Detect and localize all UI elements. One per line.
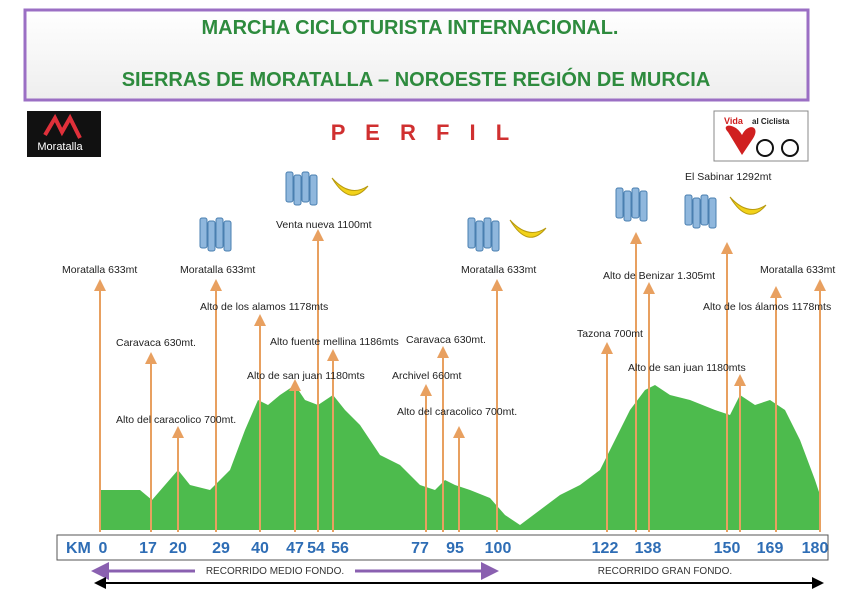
km-label: 40 [251, 540, 269, 557]
water-bottle [301, 171, 310, 203]
title-box [23, 8, 810, 102]
water-bottle [207, 220, 216, 252]
logo-text: Vida [724, 116, 744, 126]
annotation: Alto de los álamos 1178mts [703, 301, 831, 313]
water-bottle [491, 220, 500, 252]
km-label: 20 [169, 540, 187, 557]
water-bottle [223, 220, 232, 252]
profile-label: P E R F I L [331, 120, 509, 145]
annotation: Alto de san juan 1180mts [247, 370, 365, 382]
km-box [56, 534, 829, 561]
icons [199, 171, 767, 252]
annotation: Alto del caracolico 700mt. [116, 414, 236, 426]
km-label: 17 [139, 540, 157, 557]
water-bottle [215, 217, 224, 249]
annotation: Alto del caracolico 700mt. [397, 406, 517, 418]
logo-wheel [756, 139, 774, 157]
title: SIERRAS DE MORATALLA – NOROESTE REGIÓN D… [122, 67, 711, 91]
km-label: 150 [714, 540, 741, 557]
water-bottle [639, 190, 648, 222]
annotation: Moratalla 633mt [760, 264, 835, 276]
annotation: Caravaca 630mt. [406, 334, 486, 346]
water-bottle [631, 187, 640, 219]
km-label: 77 [411, 540, 429, 557]
km-label: 138 [635, 540, 662, 557]
km-label: 100 [485, 540, 512, 557]
km-label: 95 [446, 540, 464, 557]
banana [509, 219, 547, 238]
route-label-bg [195, 565, 355, 577]
title: MARCHA CICLOTURISTA INTERNACIONAL. [201, 17, 618, 39]
annotation: El Sabinar 1292mt [685, 171, 771, 183]
km-label: 180 [802, 540, 829, 557]
water-bottle [309, 174, 318, 206]
banana [729, 196, 767, 215]
km-label: 0 [99, 540, 108, 557]
water-bottle [700, 194, 709, 226]
elevation-profile [100, 385, 820, 530]
logo-right [713, 110, 809, 162]
water-bottle [708, 197, 717, 229]
arrows [94, 229, 826, 532]
logo-mark [43, 113, 82, 139]
annotation: Alto fuente mellina 1186mts [270, 336, 399, 348]
logo-left [27, 111, 101, 157]
logo-text: al Ciclista [752, 117, 790, 126]
km-label: 29 [212, 540, 230, 557]
km-label: 54 [307, 540, 325, 557]
annotation: Alto de san juan 1180mts [628, 362, 746, 374]
annotation: Caravaca 630mt. [116, 337, 196, 349]
water-bottle [483, 217, 492, 249]
water-bottle [615, 187, 624, 219]
annotation: Venta nueva 1100mt [276, 219, 372, 231]
water-bottle [285, 171, 294, 203]
water-bottle [684, 194, 693, 226]
km-label: 56 [331, 540, 349, 557]
annotation: Moratalla 633mt [180, 264, 255, 276]
km-label: 122 [592, 540, 619, 557]
annotation: Moratalla 633mt [62, 264, 137, 276]
water-bottle [467, 217, 476, 249]
km-label: 169 [757, 540, 784, 557]
logo-heart [725, 125, 756, 155]
route-label: RECORRIDO MEDIO FONDO. [206, 566, 344, 577]
water-bottle [199, 217, 208, 249]
logo-wheel [781, 139, 799, 157]
water-bottle [623, 190, 632, 222]
annotation: Alto de Benizar 1.305mt [603, 270, 715, 282]
annotation: Moratalla 633mt [461, 264, 536, 276]
banana [331, 177, 369, 196]
water-bottle [293, 174, 302, 206]
annotation: Alto de los alamos 1178mts [200, 301, 328, 313]
water-bottle [692, 197, 701, 229]
logo-text: Moratalla [37, 141, 83, 153]
annotation: Archivel 660mt [392, 370, 462, 382]
km-unit: KM [66, 540, 91, 557]
route-label: RECORRIDO GRAN FONDO. [598, 566, 732, 577]
annotation: Tazona 700mt [577, 328, 643, 340]
km-label: 47 [286, 540, 304, 557]
water-bottle [475, 220, 484, 252]
